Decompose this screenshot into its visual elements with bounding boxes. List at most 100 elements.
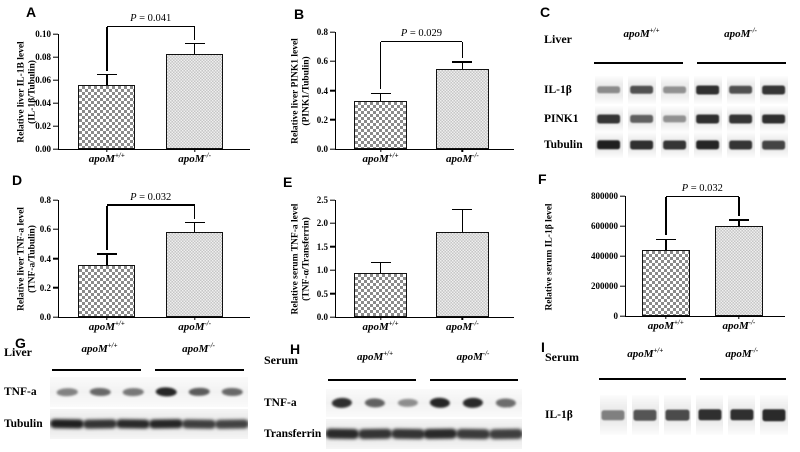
x-category-label: apoM-/-: [722, 319, 756, 332]
y-tick-label: 0.08: [35, 52, 51, 62]
blot-lane: [329, 389, 356, 417]
p-value-label: P = 0.029: [400, 28, 443, 40]
group-label-apoM-wildtype: apoM+/+: [623, 27, 660, 40]
error-bar: [193, 44, 196, 54]
genotype-group-labels: apoM+/+ apoM-/-: [592, 27, 790, 44]
significance-bracket-leg: [461, 42, 464, 59]
error-bar: [738, 220, 740, 227]
y-tick-label: 400000: [591, 251, 618, 261]
blot-lane: [594, 132, 623, 158]
blot-lane: [362, 389, 389, 417]
y-tick-label: 0.0: [316, 312, 328, 322]
p-value-label: P = 0.032: [130, 191, 172, 203]
blot-lane: [627, 76, 656, 104]
blot-lane: [427, 389, 454, 417]
panel-letter-I: I: [541, 339, 545, 355]
significance-bracket: [106, 204, 195, 206]
error-bar: [461, 210, 464, 232]
blot-lanes: [326, 419, 522, 449]
y-tick-label: 0.0: [316, 144, 328, 154]
tissue-label: Serum: [264, 353, 298, 367]
p-italic: P: [681, 183, 689, 195]
blot-lanes: [592, 132, 790, 158]
y-tick-label: 600000: [591, 221, 618, 231]
panel-B: B Relative liver PINK1 level (PINK1/Tubul…: [266, 0, 532, 168]
significance-bracket-leg: [193, 27, 196, 40]
genotype-group-labels: apoM+/+ apoM-/-: [326, 350, 522, 367]
protein-band: [633, 409, 657, 421]
protein-band: [155, 387, 176, 397]
significance-bracket-leg: [105, 27, 108, 71]
blot-lane: [326, 419, 360, 449]
group-underline: [52, 369, 141, 371]
error-bar: [106, 75, 108, 85]
group-label-apoM-knockout: apoM-/-: [456, 350, 490, 363]
blot-row-label: Transferrin: [264, 428, 322, 440]
protein-band: [728, 114, 753, 124]
x-tick-mark: [106, 317, 108, 320]
y-tick-mark: [53, 33, 58, 35]
y-tick-label: 0.8: [316, 27, 328, 37]
genotype-superscript: -/-: [472, 152, 479, 160]
protein-band: [601, 410, 625, 420]
p-italic: P: [130, 191, 137, 203]
protein-band: [629, 140, 654, 150]
protein-band: [728, 85, 753, 95]
y-tick-mark: [620, 285, 625, 287]
bar-apoM-wildtype: [641, 249, 690, 316]
x-tick-mark: [193, 317, 196, 320]
y-tick-label: 0.04: [35, 98, 51, 108]
blot-row-label: PINK1: [544, 113, 579, 125]
y-tick-mark: [53, 316, 58, 318]
genotype-superscript: +/+: [388, 152, 399, 160]
protein-band: [423, 428, 458, 440]
x-tick-mark: [461, 317, 464, 320]
protein-band: [456, 428, 490, 440]
genotype-group-labels: apoM+/+ apoM-/-: [597, 347, 790, 364]
error-bar-cap: [370, 261, 391, 264]
group-underline: [699, 378, 786, 380]
y-tick-label: 0.8: [39, 195, 51, 205]
y-tick-mark: [330, 246, 335, 248]
blot-lane: [660, 76, 689, 104]
genotype-superscript: -/-: [472, 320, 479, 328]
y-tick-label: 2.0: [316, 218, 328, 229]
panel-letter-C: C: [540, 4, 551, 20]
blot-lane: [119, 377, 146, 407]
group-underline: [599, 378, 686, 380]
bar-chart-liver-il1b: Relative liver IL-1B level (IL-1β/Tubulin…: [0, 0, 266, 168]
x-tick-mark: [379, 317, 382, 320]
group-underline: [155, 369, 244, 371]
bar-apoM-knockout: [165, 53, 224, 149]
blot-lane: [660, 132, 689, 158]
bar-apoM-knockout: [435, 68, 490, 149]
plot-area: 0.0 0.2 0.4 0.6 0.8 apoM+/+ apoM-/- P = 0.029: [317, 27, 514, 165]
group-label-apoM-wildtype: apoM+/+: [357, 350, 393, 363]
protein-band: [695, 85, 720, 95]
protein-band: [761, 85, 786, 95]
bar-apoM-knockout: [165, 232, 224, 317]
x-category-label: apoM-/-: [446, 152, 479, 165]
protein-band: [629, 85, 654, 95]
y-tick-label: 0.00: [35, 144, 51, 154]
bar-apoM-wildtype: [353, 273, 408, 317]
panel-letter-A: A: [26, 4, 37, 20]
y-tick-mark: [53, 257, 58, 260]
bar-apoM-knockout: [715, 226, 763, 316]
x-tick-mark: [461, 149, 464, 152]
error-bar: [106, 254, 108, 266]
x-category-label: apoM+/+: [362, 320, 399, 333]
genotype-superscript: -/-: [748, 319, 756, 327]
y-tick-label: 0.6: [316, 56, 328, 67]
blot-lane: [726, 76, 755, 104]
blot-lanes: [326, 389, 522, 417]
protein-band: [662, 140, 687, 150]
group-label-apoM-knockout: apoM-/-: [725, 347, 759, 360]
error-bar-cap: [184, 221, 205, 224]
panel-H: H Serum apoM+/+ apoM-/- TNF-a Transferrin: [262, 333, 538, 452]
protein-band: [358, 428, 392, 440]
protein-band: [82, 419, 117, 429]
genotype-superscript: +/+: [653, 347, 664, 355]
blot-row-label: IL-1β: [544, 84, 572, 96]
y-tick-label: 0.4: [39, 253, 51, 264]
